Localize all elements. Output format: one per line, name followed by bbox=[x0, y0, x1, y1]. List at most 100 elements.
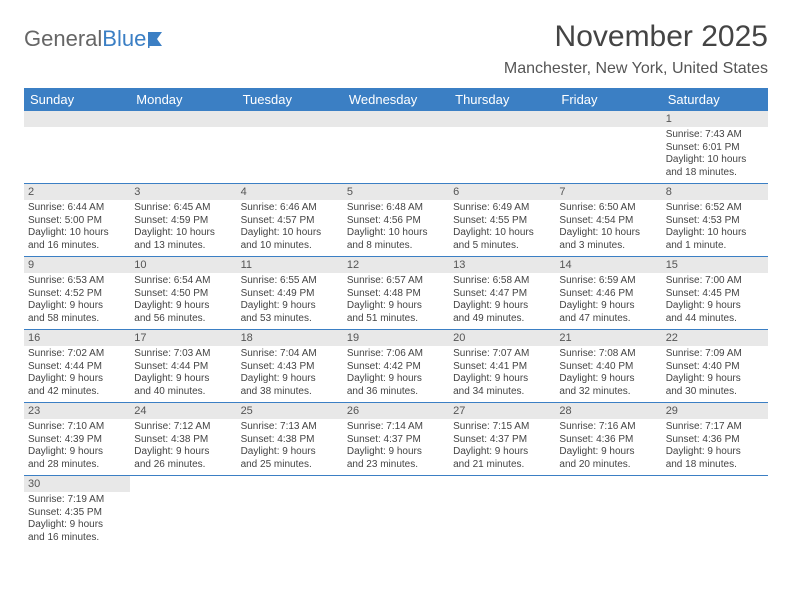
sunrise-text: Sunrise: 6:49 AM bbox=[453, 202, 551, 215]
logo: GeneralBlue bbox=[24, 26, 170, 52]
sunset-text: Sunset: 4:43 PM bbox=[241, 361, 339, 374]
day-cell: 29Sunrise: 7:17 AMSunset: 4:36 PMDayligh… bbox=[662, 403, 768, 476]
day-content bbox=[130, 127, 236, 175]
day-number: 7 bbox=[555, 184, 661, 200]
daylight-line1: Daylight: 9 hours bbox=[666, 373, 764, 386]
sunset-text: Sunset: 4:53 PM bbox=[666, 215, 764, 228]
day-cell: 6Sunrise: 6:49 AMSunset: 4:55 PMDaylight… bbox=[449, 184, 555, 257]
day-content: Sunrise: 6:49 AMSunset: 4:55 PMDaylight:… bbox=[449, 200, 555, 256]
week-row: 1Sunrise: 7:43 AMSunset: 6:01 PMDaylight… bbox=[24, 111, 768, 184]
daylight-line1: Daylight: 9 hours bbox=[134, 300, 232, 313]
day-content: Sunrise: 7:13 AMSunset: 4:38 PMDaylight:… bbox=[237, 419, 343, 475]
sunset-text: Sunset: 6:01 PM bbox=[666, 142, 764, 155]
day-content: Sunrise: 7:14 AMSunset: 4:37 PMDaylight:… bbox=[343, 419, 449, 475]
daylight-line2: and 26 minutes. bbox=[134, 459, 232, 472]
day-content: Sunrise: 6:58 AMSunset: 4:47 PMDaylight:… bbox=[449, 273, 555, 329]
title-block: November 2025 Manchester, New York, Unit… bbox=[504, 20, 768, 78]
day-content: Sunrise: 6:55 AMSunset: 4:49 PMDaylight:… bbox=[237, 273, 343, 329]
sunrise-text: Sunrise: 7:15 AM bbox=[453, 421, 551, 434]
day-cell: 12 Sunrise: 6:57 AMSunset: 4:48 PMDayligh… bbox=[343, 257, 449, 330]
day-header-row: Sunday Monday Tuesday Wednesday Thursday… bbox=[24, 88, 768, 111]
day-number: 28 bbox=[555, 403, 661, 419]
sunrise-text: Sunrise: 7:07 AM bbox=[453, 348, 551, 361]
day-number: 26 bbox=[343, 403, 449, 419]
day-number: 6 bbox=[449, 184, 555, 200]
daylight-line1: Daylight: 9 hours bbox=[347, 300, 445, 313]
day-header: Wednesday bbox=[343, 88, 449, 111]
daylight-line2: and 49 minutes. bbox=[453, 313, 551, 326]
day-number: 10 bbox=[130, 257, 236, 273]
sunrise-text: Sunrise: 7:02 AM bbox=[28, 348, 126, 361]
sunset-text: Sunset: 4:48 PM bbox=[347, 288, 445, 301]
daylight-line1: Daylight: 10 hours bbox=[666, 227, 764, 240]
sunrise-text: Sunrise: 6:57 AM bbox=[347, 275, 445, 288]
daylight-line1: Daylight: 9 hours bbox=[453, 373, 551, 386]
daylight-line2: and 40 minutes. bbox=[134, 386, 232, 399]
day-number: 29 bbox=[662, 403, 768, 419]
day-cell bbox=[130, 111, 236, 184]
daylight-line1: Daylight: 9 hours bbox=[28, 519, 126, 532]
day-content bbox=[343, 127, 449, 175]
logo-text-general: General bbox=[24, 26, 102, 52]
sunset-text: Sunset: 4:37 PM bbox=[347, 434, 445, 447]
day-cell: 21Sunrise: 7:08 AMSunset: 4:40 PMDayligh… bbox=[555, 330, 661, 403]
day-number-bar bbox=[343, 111, 449, 127]
sunset-text: Sunset: 4:49 PM bbox=[241, 288, 339, 301]
day-cell bbox=[343, 476, 449, 549]
day-cell: 5Sunrise: 6:48 AMSunset: 4:56 PMDaylight… bbox=[343, 184, 449, 257]
day-header: Tuesday bbox=[237, 88, 343, 111]
day-content: Sunrise: 6:44 AMSunset: 5:00 PMDaylight:… bbox=[24, 200, 130, 256]
day-cell bbox=[24, 111, 130, 184]
sunrise-text: Sunrise: 7:09 AM bbox=[666, 348, 764, 361]
daylight-line2: and 16 minutes. bbox=[28, 240, 126, 253]
sunrise-text: Sunrise: 6:54 AM bbox=[134, 275, 232, 288]
week-row: 9Sunrise: 6:53 AMSunset: 4:52 PMDaylight… bbox=[24, 257, 768, 330]
sunset-text: Sunset: 4:50 PM bbox=[134, 288, 232, 301]
day-cell: 20Sunrise: 7:07 AMSunset: 4:41 PMDayligh… bbox=[449, 330, 555, 403]
day-cell: 28Sunrise: 7:16 AMSunset: 4:36 PMDayligh… bbox=[555, 403, 661, 476]
daylight-line1: Daylight: 10 hours bbox=[134, 227, 232, 240]
day-number: 19 bbox=[343, 330, 449, 346]
day-content: Sunrise: 6:48 AMSunset: 4:56 PMDaylight:… bbox=[343, 200, 449, 256]
day-number-bar bbox=[555, 111, 661, 127]
day-cell bbox=[343, 111, 449, 184]
sunrise-text: Sunrise: 6:55 AM bbox=[241, 275, 339, 288]
sunset-text: Sunset: 4:36 PM bbox=[559, 434, 657, 447]
day-number: 23 bbox=[24, 403, 130, 419]
day-content: Sunrise: 6:52 AMSunset: 4:53 PMDaylight:… bbox=[662, 200, 768, 256]
day-cell: 2Sunrise: 6:44 AMSunset: 5:00 PMDaylight… bbox=[24, 184, 130, 257]
daylight-line2: and 23 minutes. bbox=[347, 459, 445, 472]
sunrise-text: Sunrise: 7:03 AM bbox=[134, 348, 232, 361]
daylight-line1: Daylight: 9 hours bbox=[241, 373, 339, 386]
sunset-text: Sunset: 4:40 PM bbox=[559, 361, 657, 374]
sunrise-text: Sunrise: 7:43 AM bbox=[666, 129, 764, 142]
day-cell: 27Sunrise: 7:15 AMSunset: 4:37 PMDayligh… bbox=[449, 403, 555, 476]
daylight-line1: Daylight: 9 hours bbox=[241, 300, 339, 313]
day-number: 3 bbox=[130, 184, 236, 200]
sunset-text: Sunset: 4:56 PM bbox=[347, 215, 445, 228]
week-row: 2Sunrise: 6:44 AMSunset: 5:00 PMDaylight… bbox=[24, 184, 768, 257]
day-content: Sunrise: 7:12 AMSunset: 4:38 PMDaylight:… bbox=[130, 419, 236, 475]
sunset-text: Sunset: 4:38 PM bbox=[241, 434, 339, 447]
sunset-text: Sunset: 4:57 PM bbox=[241, 215, 339, 228]
day-cell: 9Sunrise: 6:53 AMSunset: 4:52 PMDaylight… bbox=[24, 257, 130, 330]
daylight-line2: and 5 minutes. bbox=[453, 240, 551, 253]
day-number: 20 bbox=[449, 330, 555, 346]
day-number: 13 bbox=[449, 257, 555, 273]
sunset-text: Sunset: 4:40 PM bbox=[666, 361, 764, 374]
day-content: Sunrise: 6:45 AMSunset: 4:59 PMDaylight:… bbox=[130, 200, 236, 256]
daylight-line1: Daylight: 9 hours bbox=[347, 373, 445, 386]
day-number: 1 bbox=[662, 111, 768, 127]
day-cell: 11Sunrise: 6:55 AMSunset: 4:49 PMDayligh… bbox=[237, 257, 343, 330]
daylight-line2: and 25 minutes. bbox=[241, 459, 339, 472]
day-content: Sunrise: 7:08 AMSunset: 4:40 PMDaylight:… bbox=[555, 346, 661, 402]
day-cell: 13Sunrise: 6:58 AMSunset: 4:47 PMDayligh… bbox=[449, 257, 555, 330]
daylight-line1: Daylight: 9 hours bbox=[666, 300, 764, 313]
day-cell: 18Sunrise: 7:04 AMSunset: 4:43 PMDayligh… bbox=[237, 330, 343, 403]
daylight-line2: and 47 minutes. bbox=[559, 313, 657, 326]
daylight-line1: Daylight: 9 hours bbox=[241, 446, 339, 459]
day-number: 21 bbox=[555, 330, 661, 346]
calendar-table: Sunday Monday Tuesday Wednesday Thursday… bbox=[24, 88, 768, 548]
day-number: 12 bbox=[343, 257, 449, 273]
daylight-line2: and 16 minutes. bbox=[28, 532, 126, 545]
